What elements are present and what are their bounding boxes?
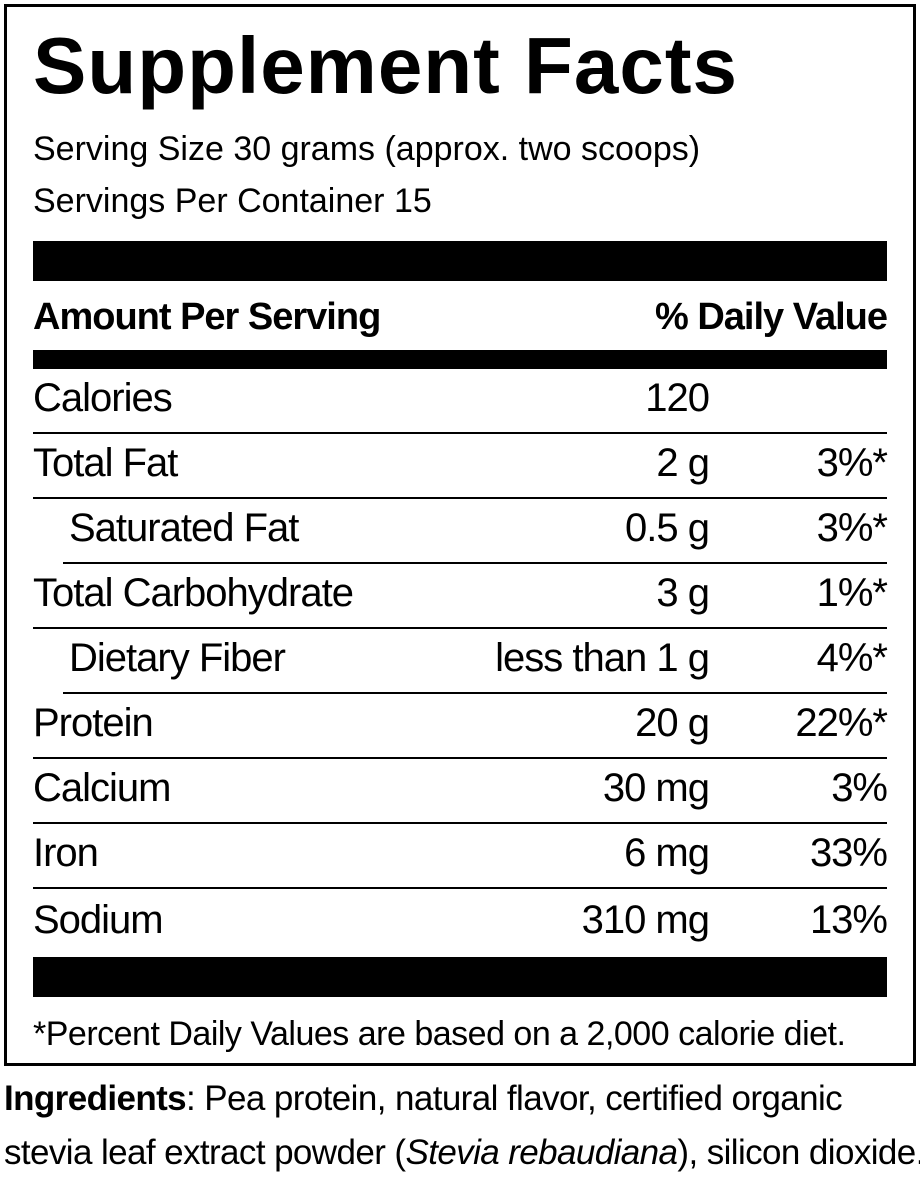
nutrient-amount: 310 mg xyxy=(581,898,710,942)
nutrient-row-saturated-fat: Saturated Fat 0.5 g 3%* xyxy=(63,499,888,564)
thick-divider-top xyxy=(33,241,887,281)
nutrient-amount: 20 g xyxy=(635,701,710,745)
nutrient-name: Calories xyxy=(33,376,173,420)
nutrient-row-iron: Iron 6 mg 33% xyxy=(33,824,888,889)
nutrient-row-total-carbohydrate: Total Carbohydrate 3 g 1%* xyxy=(33,564,888,629)
nutrient-daily-value: 3%* xyxy=(816,441,888,485)
servings-per-container: Servings Per Container 15 xyxy=(33,182,432,220)
nutrient-name: Total Carbohydrate xyxy=(33,571,354,615)
panel-title: Supplement Facts xyxy=(33,21,739,110)
nutrient-name: Total Fat xyxy=(33,441,178,485)
ingredients-text: ), silicon dioxide. xyxy=(677,1133,920,1172)
nutrient-amount: 30 mg xyxy=(602,766,710,810)
nutrient-daily-value: 3%* xyxy=(816,506,888,550)
nutrient-row-sodium: Sodium 310 mg 13% xyxy=(33,889,888,954)
nutrient-name: Sodium xyxy=(33,898,164,942)
nutrient-name: Saturated Fat xyxy=(69,506,299,550)
nutrient-row-calcium: Calcium 30 mg 3% xyxy=(33,759,888,824)
nutrient-amount: 2 g xyxy=(656,441,710,485)
thick-divider-header xyxy=(33,350,887,369)
botanical-name: Stevia rebaudiana xyxy=(405,1133,678,1172)
nutrient-name: Protein xyxy=(33,701,154,745)
nutrient-row-total-fat: Total Fat 2 g 3%* xyxy=(33,434,888,499)
nutrient-daily-value: 4%* xyxy=(816,636,888,680)
nutrient-daily-value: 33% xyxy=(809,831,888,875)
nutrient-daily-value: 3% xyxy=(831,766,888,810)
ingredients-statement: Ingredients: Pea protein, natural flavor… xyxy=(4,1072,920,1180)
nutrient-amount: 3 g xyxy=(656,571,710,615)
nutrient-daily-value: 13% xyxy=(809,898,888,942)
thick-divider-bottom xyxy=(33,957,887,997)
nutrient-amount: 0.5 g xyxy=(625,506,710,550)
nutrient-table: Calories 120 Total Fat 2 g 3%* Saturated… xyxy=(33,369,888,954)
nutrient-name: Dietary Fiber xyxy=(69,636,286,680)
ingredients-text: stevia leaf extract powder ( xyxy=(4,1133,406,1172)
ingredients-line-1: Ingredients: Pea protein, natural flavor… xyxy=(4,1072,916,1126)
ingredients-text: Pea protein, natural flavor, certified o… xyxy=(195,1079,843,1118)
serving-size: Serving Size 30 grams (approx. two scoop… xyxy=(33,130,701,168)
daily-value-footnote: *Percent Daily Values are based on a 2,0… xyxy=(33,1015,846,1053)
nutrient-name: Iron xyxy=(33,831,99,875)
nutrient-amount: 120 xyxy=(645,376,710,420)
ingredients-separator: : xyxy=(186,1079,196,1118)
nutrient-row-calories: Calories 120 xyxy=(33,369,887,434)
amount-per-serving-header: Amount Per Serving xyxy=(33,296,381,338)
nutrient-row-protein: Protein 20 g 22%* xyxy=(33,694,888,759)
nutrient-amount: 6 mg xyxy=(624,831,710,875)
nutrient-daily-value: 22%* xyxy=(795,701,888,745)
supplement-facts-panel: Supplement Facts Serving Size 30 grams (… xyxy=(4,4,916,1066)
nutrient-row-dietary-fiber: Dietary Fiber less than 1 g 4%* xyxy=(63,629,888,694)
nutrient-daily-value: 1%* xyxy=(816,571,888,615)
ingredients-line-2: stevia leaf extract powder (Stevia rebau… xyxy=(4,1126,920,1180)
nutrient-amount: less than 1 g xyxy=(495,636,710,680)
ingredients-label: Ingredients xyxy=(4,1079,187,1118)
nutrient-name: Calcium xyxy=(33,766,171,810)
daily-value-header: % Daily Value xyxy=(654,296,888,338)
